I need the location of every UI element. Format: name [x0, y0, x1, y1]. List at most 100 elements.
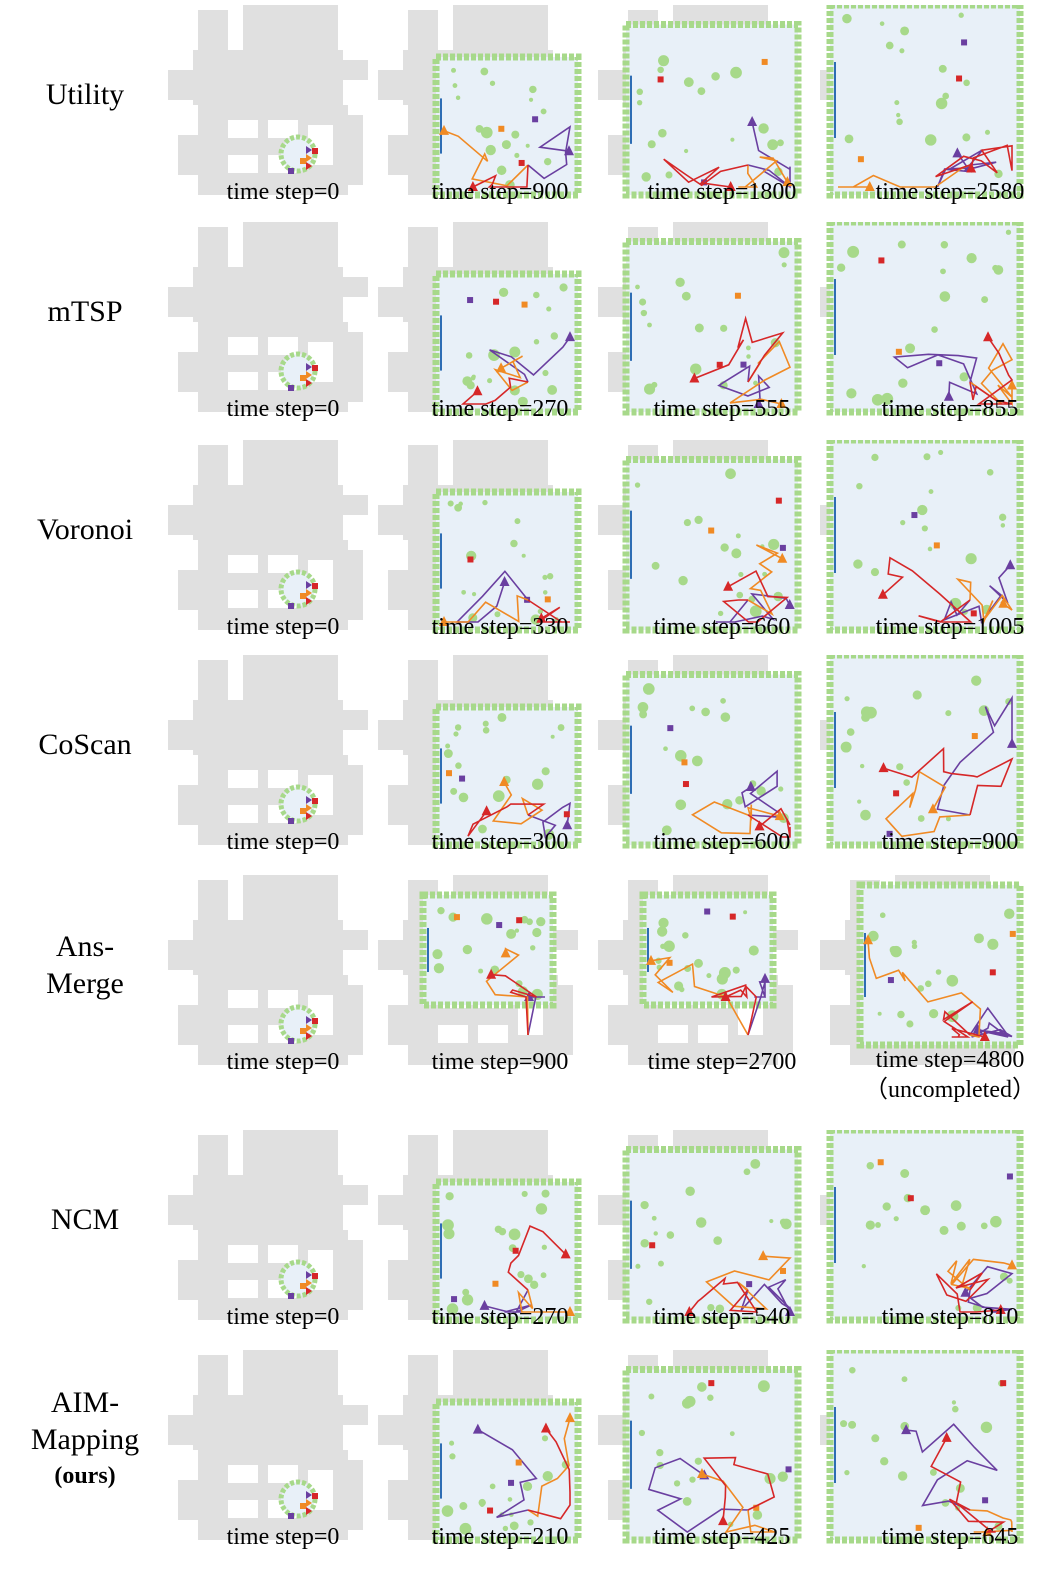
exploration-map-panel	[820, 655, 1030, 850]
exploration-map-panel	[168, 222, 378, 417]
agent-trajectories	[446, 770, 573, 839]
exploration-map-panel	[820, 5, 1030, 200]
caption-line: time step=555	[653, 396, 791, 422]
method-label-line: CoScan	[38, 728, 132, 761]
time-step-caption: time step=2580	[835, 177, 1055, 207]
method-label: Voronoi	[0, 511, 170, 548]
explored-area	[622, 21, 802, 199]
explored-area	[432, 53, 582, 199]
goal-marker	[857, 156, 864, 163]
exploration-map-panel	[168, 5, 378, 200]
goal-marker	[492, 1280, 499, 1287]
goal-marker	[563, 811, 570, 818]
method-label-line: AIM-	[50, 1386, 120, 1419]
goal-marker	[649, 1242, 656, 1249]
caption-line: （uncompleted）	[864, 1077, 1036, 1103]
goal-marker	[878, 257, 885, 264]
goal-marker	[300, 1503, 306, 1509]
goal-marker	[459, 775, 466, 782]
exploration-map-panel	[168, 440, 378, 635]
caption-line: time step=330	[431, 614, 569, 640]
exploration-map	[168, 875, 368, 1065]
method-row: Ans- Merge time step=0 time step=900 time st…	[0, 875, 1055, 1120]
goal-marker	[989, 969, 996, 976]
goal-marker	[516, 917, 523, 924]
goal-marker	[753, 1504, 760, 1511]
method-label: Ans- Merge	[0, 928, 170, 1002]
exploration-map-panel	[598, 1350, 808, 1545]
goal-marker	[446, 770, 453, 777]
goal-marker	[312, 798, 318, 804]
goal-marker	[657, 76, 664, 83]
agent-trajectories	[288, 1271, 318, 1299]
method-label-line: Merge	[46, 966, 124, 1000]
exploration-map	[168, 655, 368, 845]
exploration-map	[598, 875, 798, 1065]
goal-marker	[451, 1296, 458, 1303]
exploration-map	[820, 5, 1024, 199]
goal-marker	[312, 148, 318, 154]
goal-marker	[300, 1028, 306, 1034]
ground-truth-map	[168, 1130, 368, 1320]
goal-marker	[982, 1497, 989, 1504]
method-label: NCM	[0, 1201, 170, 1238]
explored-area	[432, 270, 582, 416]
exploration-map	[598, 440, 802, 634]
method-row: NCM time step=0 time step=270 time step=540…	[0, 1130, 1055, 1375]
goal-marker	[775, 497, 782, 504]
explored-area	[622, 456, 802, 634]
agent-trajectories	[667, 725, 791, 838]
goal-marker	[1006, 1173, 1013, 1180]
goal-marker	[1009, 930, 1016, 937]
time-step-caption: time step=0	[168, 1047, 398, 1077]
time-step-caption: time step=270	[385, 1302, 615, 1332]
exploration-map	[168, 1350, 368, 1540]
time-step-caption: time step=210	[385, 1522, 615, 1552]
caption-line: time step=0	[226, 396, 340, 422]
goal-marker	[667, 725, 674, 732]
time-step-caption: time step=645	[835, 1522, 1055, 1552]
explored-area	[826, 222, 1024, 416]
explored-area	[826, 5, 1024, 199]
exploration-map-panel	[168, 1130, 378, 1325]
time-step-caption: time step=0	[168, 1522, 398, 1552]
goal-marker	[887, 977, 894, 984]
caption-line: time step=0	[226, 1524, 340, 1550]
exploration-map	[168, 222, 368, 412]
goal-marker	[915, 1524, 922, 1531]
ground-truth-map	[168, 222, 368, 412]
goal-marker	[508, 1479, 515, 1486]
explored-area	[432, 703, 582, 849]
goal-marker	[936, 360, 943, 367]
goal-marker	[911, 512, 918, 519]
goal-marker	[512, 1247, 519, 1254]
explored-area	[826, 655, 1024, 849]
exploration-map	[820, 655, 1024, 849]
goal-marker	[961, 39, 968, 46]
agent-trajectories	[863, 930, 1016, 1041]
time-step-caption: time step=0	[168, 177, 398, 207]
time-step-caption: time step=0	[168, 394, 398, 424]
caption-line: time step=900	[431, 179, 569, 205]
explored-area	[826, 1130, 1024, 1324]
ground-truth-map	[168, 440, 368, 630]
agent-trajectories	[878, 695, 1017, 838]
goal-marker	[288, 603, 294, 609]
goal-marker	[300, 375, 306, 381]
goal-marker	[496, 922, 503, 929]
goal-marker	[780, 1267, 787, 1274]
goal-marker	[893, 790, 900, 797]
exploration-map-panel	[820, 222, 1030, 417]
exploration-map-panel	[378, 1350, 588, 1545]
exploration-map	[378, 440, 582, 634]
time-step-caption: time step=1800	[607, 177, 837, 207]
method-row: Voronoi time step=0 time step=330 time step…	[0, 440, 1055, 685]
agent-trajectories	[838, 39, 1013, 191]
exploration-map-panel	[378, 5, 588, 200]
goal-marker	[708, 1380, 715, 1387]
exploration-map	[378, 655, 582, 849]
exploration-map	[820, 222, 1024, 416]
ground-truth-map	[168, 1350, 368, 1540]
caption-line: time step=300	[431, 829, 569, 855]
exploration-map-panel	[378, 1130, 588, 1325]
